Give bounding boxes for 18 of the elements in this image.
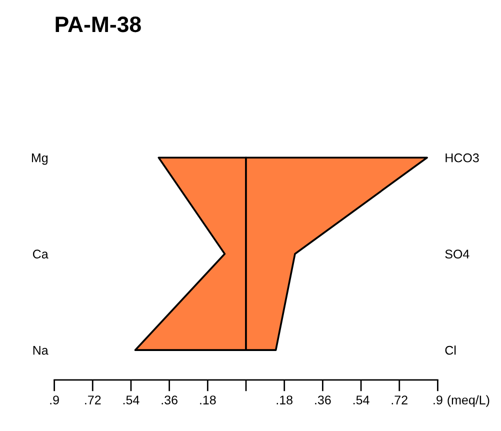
x-tick-label: .72 (85, 396, 101, 404)
x-tick-label: .18 (276, 396, 292, 404)
x-tick-label: .18 (200, 396, 216, 404)
x-tick-label: .9 (50, 396, 59, 404)
y-tick-label: Na (33, 346, 48, 355)
chart-title: PA-M-38 (56, 16, 141, 32)
x-tick-label: .54 (353, 396, 370, 404)
x-tick-label: .72 (392, 396, 408, 404)
y-tick-label: Ca (32, 250, 48, 258)
x-tick-label: .36 (315, 396, 331, 404)
y2-tick-label: SO4 (445, 250, 470, 258)
x-axis-title: (meq/L) (448, 395, 490, 407)
x-tick-label: .36 (162, 396, 178, 404)
x-tick-label: .54 (123, 396, 140, 404)
x-tick-label: .9 (434, 396, 442, 404)
y2-tick-label: Cl (445, 346, 456, 355)
y2-tick-label: HCO3 (446, 153, 479, 162)
y-tick-label: Mg (32, 154, 48, 165)
